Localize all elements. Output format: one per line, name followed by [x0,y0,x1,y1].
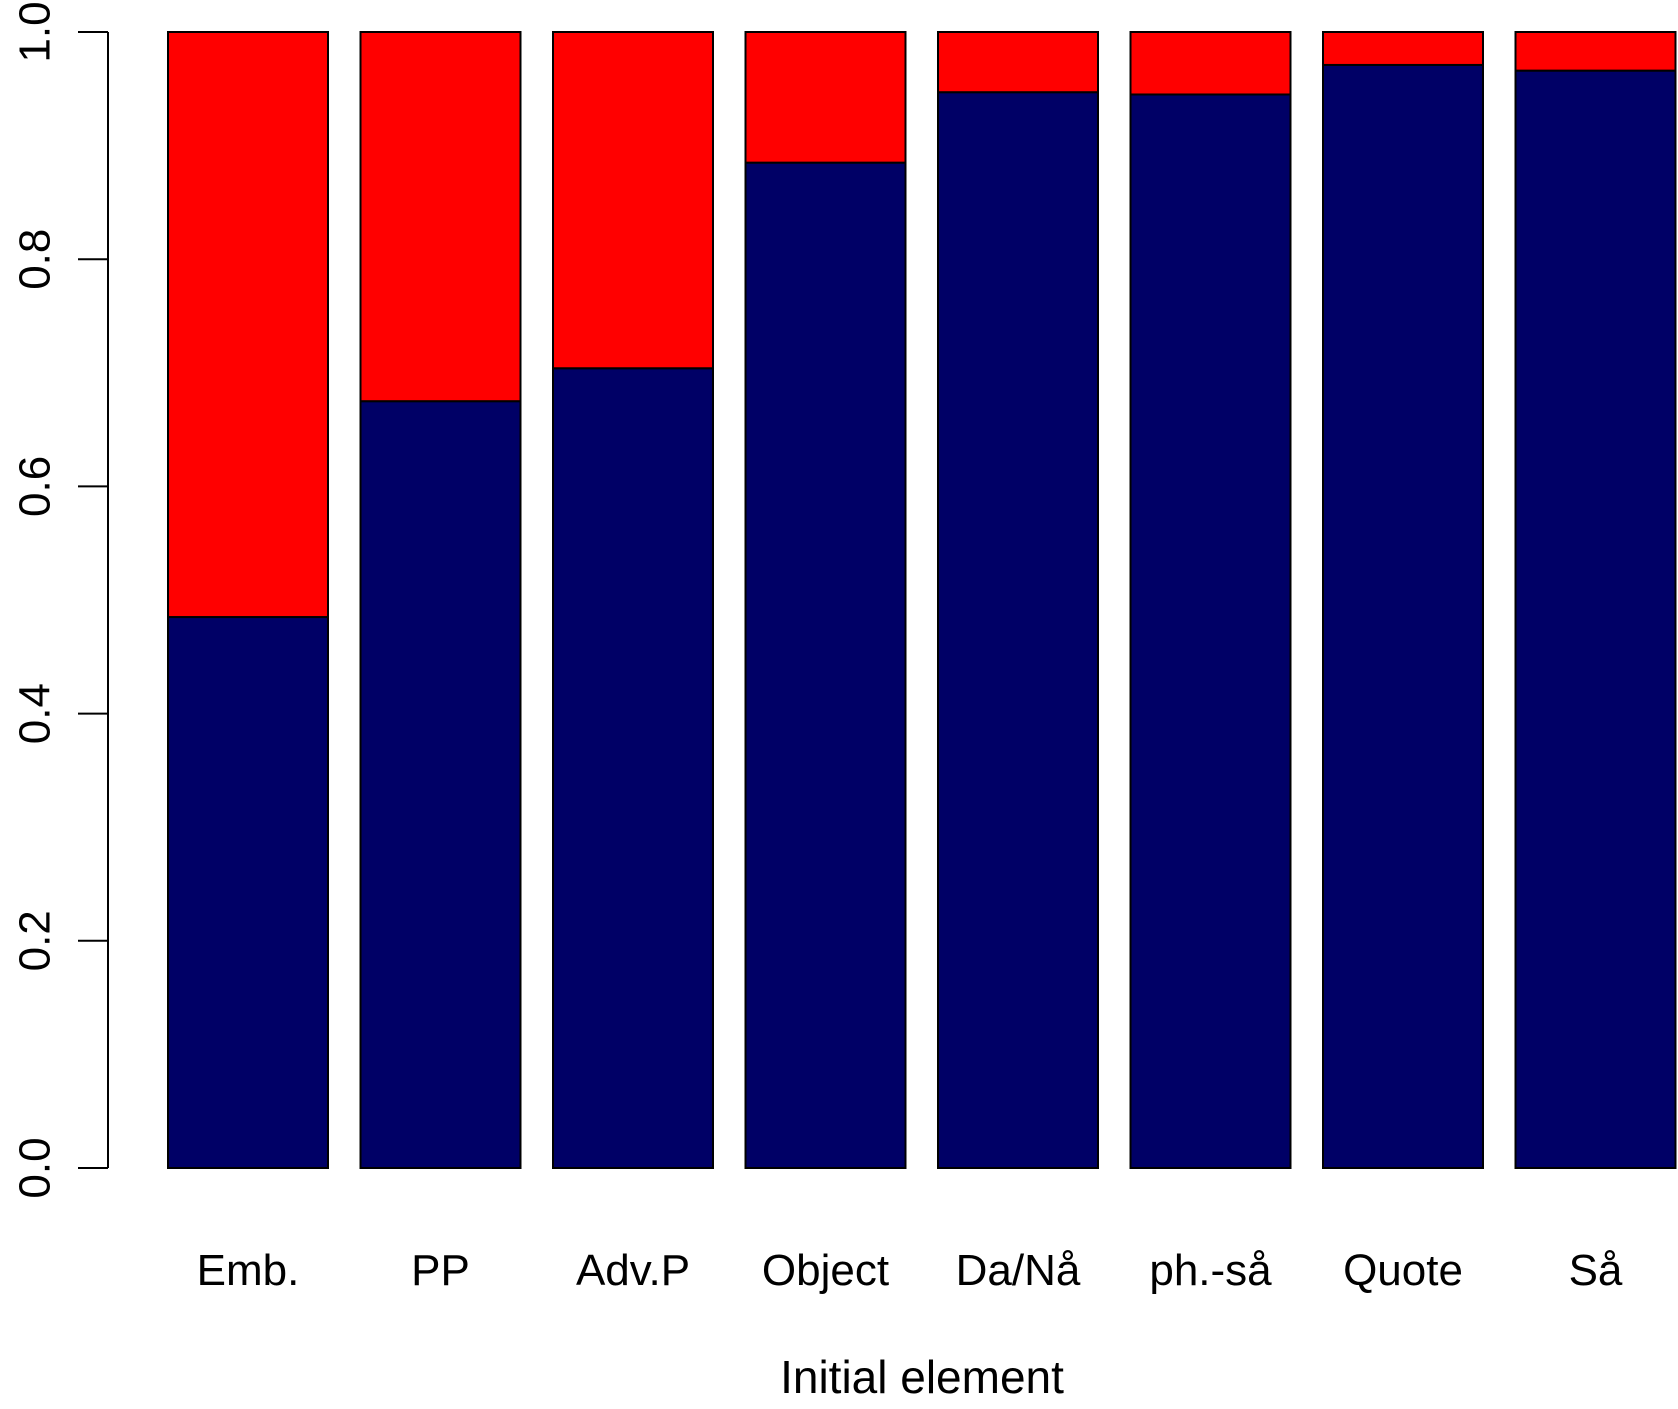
bar-segment-upper [359,31,522,403]
bar-segment-upper [552,31,714,370]
bar-segment-upper [744,31,907,164]
y-axis: 0.0 0.2 0.4 0.6 0.8 1.0 [11,1,109,1199]
bar-segment-upper [1514,31,1677,72]
bar-segment-lower [1322,63,1484,1170]
bar-segment-upper [1129,31,1292,96]
bar-segment-lower [552,367,714,1170]
x-tick-label: ph.-så [1149,1246,1272,1295]
y-tick-label: 0.4 [11,683,60,744]
bar-segment-lower [744,161,907,1169]
x-tick-label: Object [762,1246,889,1295]
y-tick-label: 1.0 [11,1,60,62]
x-tick-label: Så [1569,1246,1623,1295]
bar-segment-lower [167,616,329,1169]
y-tick-label: 0.2 [11,910,60,971]
x-axis-labels: Emb. PP Adv.P Object Da/Nå ph.-så Quote Så [197,1246,1623,1295]
bar-segment-lower [359,400,522,1169]
bar-segment-lower [937,91,1099,1169]
bars [167,31,1677,1170]
bar-segment-upper [937,31,1099,94]
x-tick-label: Adv.P [576,1246,690,1295]
bar-segment-upper [167,31,329,619]
bar-segment-lower [1129,93,1292,1170]
y-tick-label: 0.6 [11,456,60,517]
x-tick-label: Da/Nå [956,1246,1081,1295]
x-tick-label: PP [411,1246,470,1295]
x-tick-label: Quote [1343,1246,1463,1295]
x-tick-label: Emb. [197,1246,300,1295]
y-tick-label: 0.0 [11,1137,60,1198]
y-tick-label: 0.8 [11,229,60,290]
x-axis-title: Initial element [780,1351,1064,1403]
bar-segment-lower [1514,69,1677,1169]
bar-segment-upper [1322,31,1484,66]
